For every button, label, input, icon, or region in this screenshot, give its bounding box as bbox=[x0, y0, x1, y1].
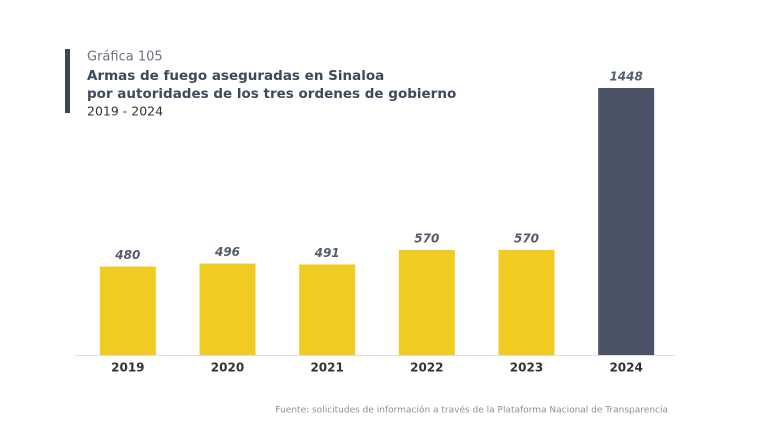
value-label: 570 bbox=[514, 231, 539, 245]
bar bbox=[99, 266, 156, 355]
value-label: 570 bbox=[414, 231, 439, 245]
x-tick-label: 2024 bbox=[609, 361, 642, 375]
source: Fuente: solicitudes de información a tra… bbox=[275, 405, 668, 416]
x-tick-label: 2021 bbox=[310, 361, 343, 375]
chart-subtitle: 2019 - 2024 bbox=[87, 104, 163, 119]
chart-title: por autoridades de los tres ordenes de g… bbox=[87, 86, 456, 102]
bar bbox=[498, 249, 555, 355]
chart-label: Gráfica 105 bbox=[87, 50, 163, 65]
chart-title: Armas de fuego aseguradas en Sinaloa bbox=[87, 68, 384, 84]
x-tick-label: 2022 bbox=[410, 361, 443, 375]
bar bbox=[199, 263, 256, 355]
x-tick-label: 2020 bbox=[211, 361, 244, 375]
value-label: 496 bbox=[214, 245, 240, 259]
value-label: 491 bbox=[314, 246, 340, 260]
bar bbox=[398, 249, 455, 355]
bar bbox=[299, 264, 356, 355]
bar bbox=[598, 88, 655, 355]
value-label: 1448 bbox=[609, 70, 642, 84]
x-tick-label: 2019 bbox=[111, 361, 144, 375]
title-accent bbox=[65, 49, 70, 113]
value-label: 480 bbox=[114, 248, 140, 262]
x-tick-label: 2023 bbox=[510, 361, 543, 375]
